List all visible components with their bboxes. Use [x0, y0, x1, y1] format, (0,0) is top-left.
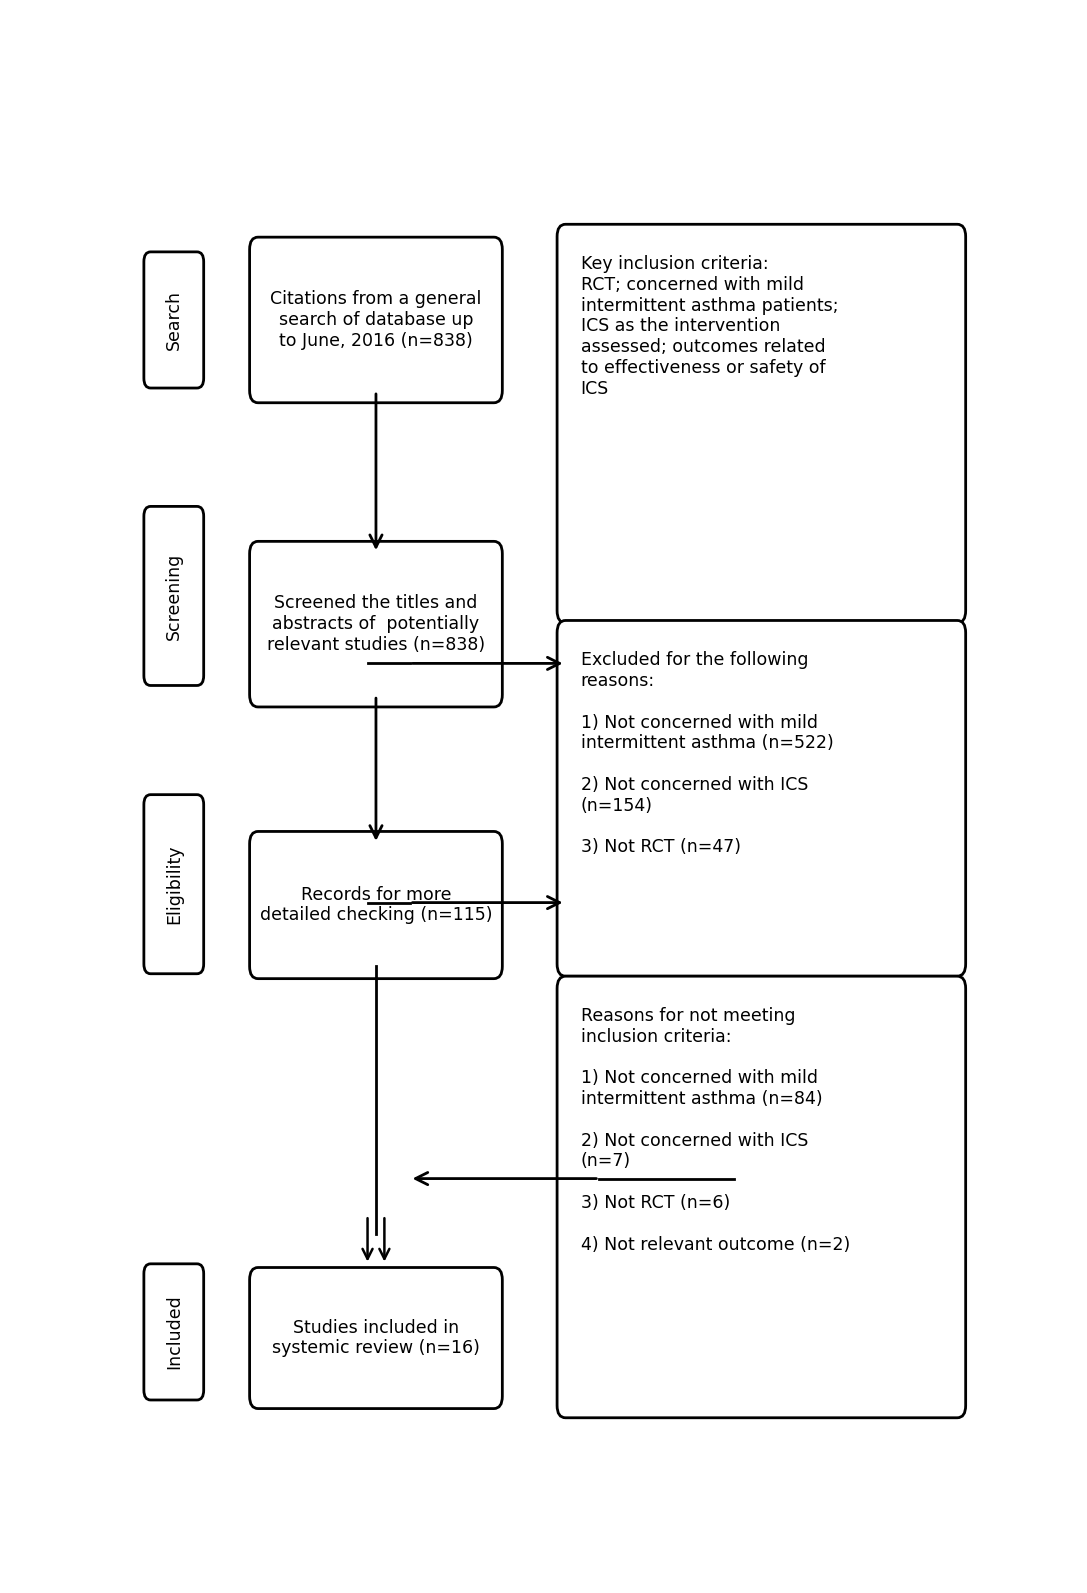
FancyBboxPatch shape: [143, 1263, 203, 1400]
FancyBboxPatch shape: [143, 252, 203, 389]
Text: Reasons for not meeting
inclusion criteria:

1) Not concerned with mild
intermit: Reasons for not meeting inclusion criter…: [580, 1007, 850, 1254]
Text: Included: Included: [165, 1295, 183, 1370]
Text: Citations from a general
search of database up
to June, 2016 (n=838): Citations from a general search of datab…: [271, 290, 482, 350]
Text: Records for more
detailed checking (n=115): Records for more detailed checking (n=11…: [260, 886, 492, 924]
FancyBboxPatch shape: [250, 832, 502, 978]
FancyBboxPatch shape: [143, 795, 203, 973]
FancyBboxPatch shape: [250, 1268, 502, 1408]
Text: Screening: Screening: [165, 553, 183, 639]
Text: Studies included in
systemic review (n=16): Studies included in systemic review (n=1…: [272, 1319, 479, 1357]
Text: Screened the titles and
abstracts of  potentially
relevant studies (n=838): Screened the titles and abstracts of pot…: [267, 594, 485, 655]
FancyBboxPatch shape: [558, 225, 965, 623]
Text: Excluded for the following
reasons:

1) Not concerned with mild
intermittent ast: Excluded for the following reasons: 1) N…: [580, 652, 834, 857]
FancyBboxPatch shape: [143, 507, 203, 685]
Text: Search: Search: [165, 290, 183, 350]
FancyBboxPatch shape: [250, 237, 502, 403]
FancyBboxPatch shape: [250, 542, 502, 707]
FancyBboxPatch shape: [558, 620, 965, 977]
FancyBboxPatch shape: [558, 977, 965, 1418]
Text: Eligibility: Eligibility: [165, 844, 183, 924]
Text: Key inclusion criteria:
RCT; concerned with mild
intermittent asthma patients;
I: Key inclusion criteria: RCT; concerned w…: [580, 255, 838, 398]
